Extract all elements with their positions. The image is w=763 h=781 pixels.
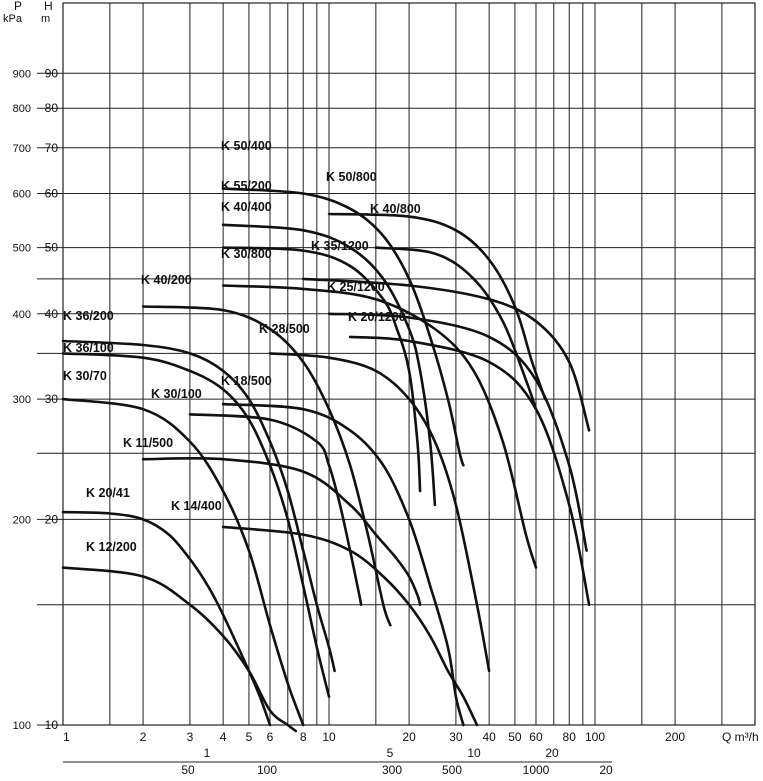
curve-k-30-100 — [188, 413, 363, 606]
tertiary-x-tick-label: 500 — [442, 763, 462, 776]
curve-label-k-20-1200: K 20/1200 — [348, 310, 406, 324]
tertiary-x-tick-label: 50 — [181, 763, 195, 776]
x-tick-label: 60 — [529, 730, 543, 744]
curve-k-40-800 — [374, 246, 538, 411]
pressure-tick-label: 700 — [13, 143, 31, 155]
x-tick-label: 20 — [402, 730, 416, 744]
tertiary-x-tick-label: 300 — [382, 763, 402, 776]
tertiary-x-tick-label: 100 — [257, 763, 277, 776]
curve-k-36-100 — [61, 352, 331, 698]
grid-layer — [37, 2, 756, 763]
curve-k-28-500 — [268, 352, 491, 673]
tick-label-layer: 1 2 3 4 5 6 8 10 20 30 40 50 60 80 100 2001020304050607… — [13, 66, 686, 777]
x-tick-label: 2 — [140, 730, 147, 744]
axis-layer: P kPa H m Q m³/h — [3, 0, 759, 744]
curve-label-k-28-500: K 28/500 — [259, 322, 310, 336]
curve-label-k-30-800: K 30/800 — [221, 247, 272, 261]
x-tick-label: 1 — [63, 730, 70, 744]
curve-label-k-11-500: K 11/500 — [123, 436, 173, 450]
x-tick-label: 200 — [665, 730, 685, 744]
x-tick-label: 80 — [563, 730, 577, 744]
y-tick-label: 30 — [45, 392, 59, 406]
tertiary-x-tick-label: 1000 — [523, 763, 550, 776]
pressure-tick-label: 300 — [13, 394, 31, 406]
curve-label-k-18-500: K 18/500 — [221, 374, 272, 388]
curve-k-12-200 — [61, 566, 298, 733]
curve-k-20-1200 — [348, 335, 591, 606]
curve-k-55-200 — [221, 223, 437, 507]
y-tick-label: 90 — [45, 66, 59, 80]
curve-label-k-36-100: K 36/100 — [63, 341, 114, 355]
x-tick-label: 100 — [585, 730, 605, 744]
curve-k-50-400 — [221, 187, 465, 467]
curve-label-k-30-70: K 30/70 — [63, 369, 107, 383]
y-tick-label: 10 — [45, 718, 59, 732]
x-tick-label: 50 — [508, 730, 522, 744]
head-unit-label: m — [41, 13, 50, 25]
flow-axis-title: Q m³/h — [722, 730, 759, 744]
curve-k-18-500 — [221, 402, 465, 727]
head-axis-title: H — [44, 0, 53, 13]
secondary-x-tick-label: 20 — [545, 746, 559, 760]
curve-k-35-1200 — [301, 277, 591, 432]
curve-k-36-200 — [61, 339, 336, 673]
y-tick-label: 60 — [45, 187, 59, 201]
curve-label-k-50-400: K 50/400 — [221, 139, 272, 153]
curve-k-25-1200 — [327, 312, 588, 552]
pressure-axis-title: P — [14, 0, 22, 13]
secondary-x-tick-label: 1 — [204, 746, 211, 760]
secondary-x-tick-label: 10 — [467, 746, 481, 760]
pressure-tick-label: 400 — [13, 309, 31, 321]
curve-label-layer: K 50/400 K 50/800 K 55/200 K 40/400 K 40/800… — [63, 139, 421, 554]
x-tick-label: 6 — [267, 730, 274, 744]
curve-label-k-35-1200: K 35/1200 — [311, 239, 369, 253]
curve-k-40-400 — [221, 246, 422, 493]
curve-label-k-30-100: K 30/100 — [151, 387, 202, 401]
pressure-tick-label: 100 — [13, 720, 31, 732]
curve-k-30-70 — [61, 397, 305, 727]
secondary-x-tick-label: 5 — [387, 746, 394, 760]
x-tick-label: 3 — [187, 730, 194, 744]
curve-label-k-55-200: K 55/200 — [221, 179, 272, 193]
x-tick-label: 5 — [246, 730, 253, 744]
x-tick-label: 4 — [220, 730, 227, 744]
curve-k-30-800 — [221, 284, 538, 569]
curve-label-k-12-200: K 12/200 — [86, 540, 137, 554]
curve-k-40-200 — [141, 305, 392, 627]
y-tick-label: 50 — [45, 241, 59, 255]
y-tick-label: 20 — [45, 512, 59, 526]
pressure-tick-label: 500 — [13, 243, 31, 255]
curve-label-k-20-41: K 20/41 — [86, 486, 130, 500]
x-tick-label: 8 — [300, 730, 307, 744]
y-tick-label: 40 — [45, 307, 59, 321]
pressure-tick-label: 900 — [13, 68, 31, 80]
x-tick-label: 40 — [482, 730, 496, 744]
curve-label-k-40-200: K 40/200 — [141, 273, 192, 287]
curve-k-50-800 — [327, 212, 547, 401]
curve-layer — [61, 187, 591, 733]
x-tick-label: 30 — [449, 730, 463, 744]
curve-label-k-40-800: K 40/800 — [370, 202, 421, 216]
pressure-tick-label: 600 — [13, 189, 31, 201]
pressure-unit-label: kPa — [3, 13, 23, 25]
curve-k-14-400 — [221, 525, 479, 727]
curve-label-k-36-200: K 36/200 — [63, 309, 114, 323]
curve-label-k-40-400: K 40/400 — [221, 200, 272, 214]
x-tick-label: 10 — [322, 730, 336, 744]
y-tick-label: 80 — [45, 101, 59, 115]
tertiary-x-tick-label: 20 — [599, 763, 613, 776]
curve-label-k-50-800: K 50/800 — [326, 170, 377, 184]
y-tick-label: 70 — [45, 141, 59, 155]
curve-label-k-14-400: K 14/400 — [171, 499, 222, 513]
pressure-tick-label: 200 — [13, 514, 31, 526]
pressure-tick-label: 800 — [13, 103, 31, 115]
curve-label-k-25-1200: K 25/1200 — [327, 280, 385, 294]
curve-k-11-500 — [141, 456, 422, 606]
